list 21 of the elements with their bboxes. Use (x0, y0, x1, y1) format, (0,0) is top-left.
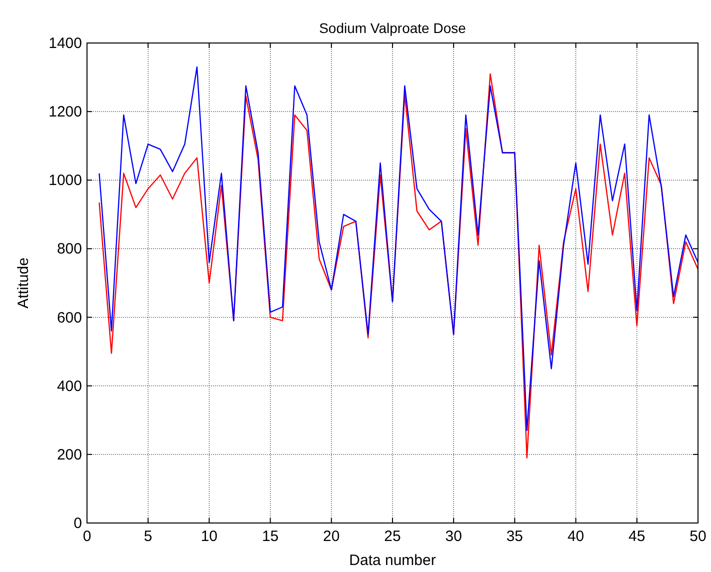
x-tick-label: 35 (506, 528, 524, 545)
y-tick-label: 0 (74, 515, 82, 532)
y-tick-label: 1200 (48, 104, 82, 121)
x-tick-label: 15 (262, 528, 279, 545)
y-tick-label: 200 (56, 446, 82, 464)
x-tick-label: 50 (690, 528, 706, 545)
x-tick-label: 5 (144, 528, 152, 545)
y-tick-label: 1000 (48, 172, 82, 190)
x-tick-label: 25 (384, 528, 401, 545)
x-tick-label: 40 (567, 528, 584, 545)
y-tick-label: 600 (56, 309, 82, 326)
y-tick-label: 800 (56, 240, 82, 258)
y-axis-title: Attitude (15, 258, 32, 308)
chart-title: Sodium Valproate Dose (319, 20, 466, 36)
x-tick-label: 45 (628, 528, 646, 545)
x-tick-label: 10 (200, 528, 218, 545)
x-tick-label: 30 (445, 528, 462, 545)
x-axis-title: Data number (349, 552, 436, 569)
y-tick-label: 1400 (48, 35, 82, 52)
y-tick-label: 400 (56, 378, 82, 395)
x-tick-label: 20 (323, 528, 340, 545)
